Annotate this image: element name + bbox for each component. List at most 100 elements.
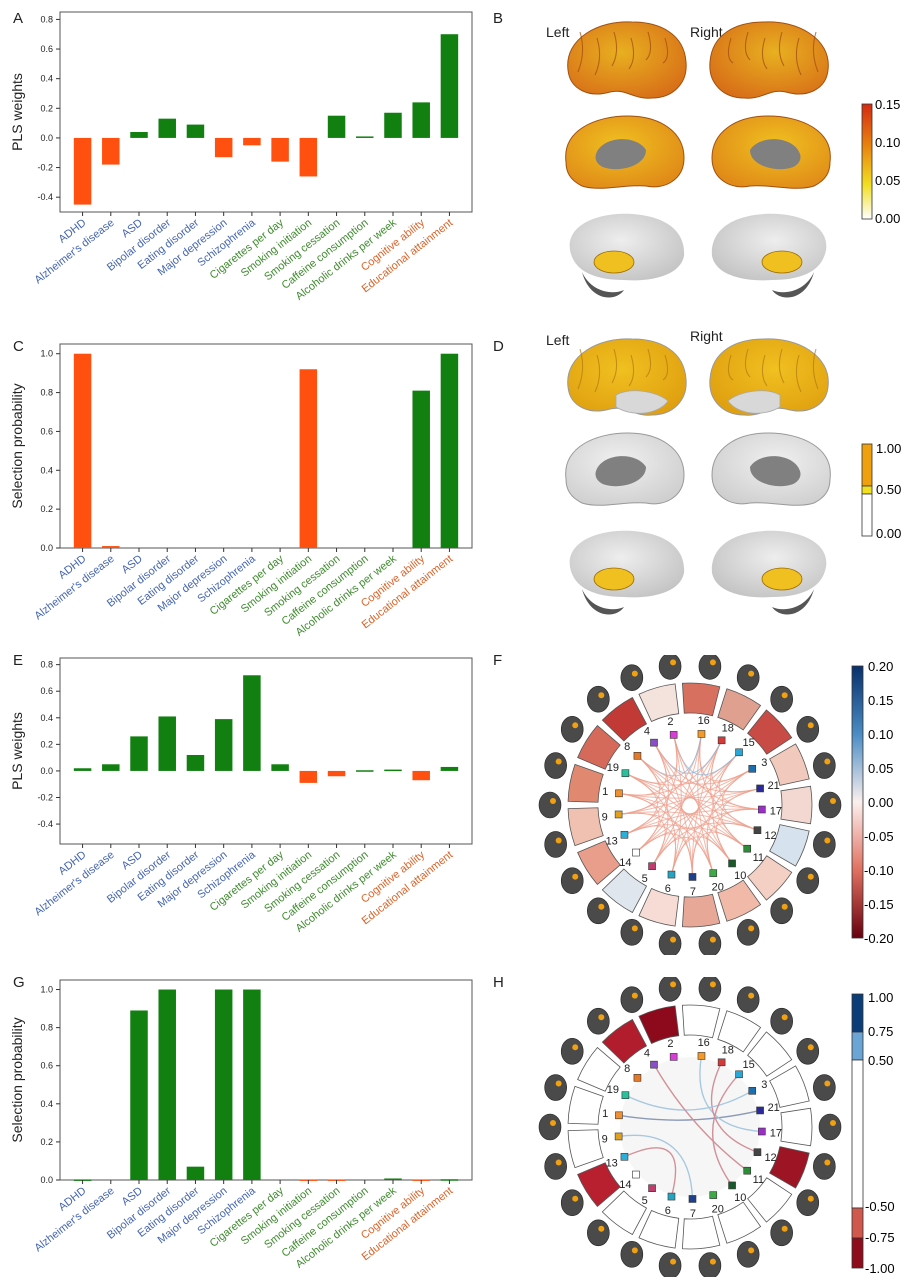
node-marker	[648, 862, 656, 870]
network-block	[780, 1107, 813, 1147]
node-label: 13	[606, 1158, 618, 1170]
colorbar-h-tick-4: -0.75	[865, 1230, 895, 1245]
brain-maps-d	[565, 338, 831, 615]
bar	[243, 137, 261, 146]
brain-thumbnail	[544, 831, 567, 858]
brain-thumbnail	[658, 977, 682, 1002]
activation-spot	[598, 903, 605, 910]
node-label: 10	[734, 870, 746, 882]
brain-thumbnail	[770, 1219, 793, 1247]
node-marker	[614, 1132, 623, 1141]
colorbar-b-tick-0: 0.15	[875, 100, 900, 112]
brain-maps-b	[565, 21, 831, 298]
bar	[243, 989, 261, 1180]
colorbar-b-tick-2: 0.05	[875, 173, 900, 188]
axes-frame	[59, 657, 473, 845]
network-block	[747, 855, 793, 901]
node-label: 9	[602, 1133, 608, 1145]
node-marker	[620, 1152, 629, 1161]
bar	[186, 124, 205, 138]
y-axis-label: Selection probability	[9, 383, 25, 508]
bar	[130, 736, 148, 771]
sulcus	[594, 354, 601, 393]
activation-spot	[572, 1195, 579, 1202]
node-label: 18	[722, 1045, 734, 1057]
brainstem	[772, 272, 814, 298]
node-marker	[688, 1195, 697, 1203]
network-block	[747, 1177, 793, 1223]
activation-spot	[748, 1247, 755, 1254]
bar	[440, 766, 459, 771]
bar	[158, 989, 176, 1180]
y-tick-label: 0.0	[40, 543, 53, 553]
axes-frame	[59, 11, 473, 213]
activation-spot	[748, 670, 755, 677]
brain-thumbnail	[770, 1007, 793, 1035]
node-label: 2	[667, 1038, 673, 1050]
brain-thumbnail	[544, 1153, 567, 1180]
sulcus	[744, 31, 751, 61]
colorbar-b-tick-1: 0.10	[875, 135, 900, 150]
activation-spot	[748, 925, 755, 932]
node-label: 19	[607, 1084, 619, 1096]
node-marker	[632, 1170, 640, 1179]
sulcus	[577, 348, 584, 390]
brain-thumbnail	[818, 791, 842, 819]
node-marker	[650, 738, 658, 747]
activation-spot	[781, 1014, 788, 1021]
brain-thumbnail	[736, 986, 760, 1013]
connection-chord	[618, 755, 661, 815]
colorbar-h: 1.00 0.75 0.50 -0.50 -0.75 -1.00	[851, 990, 895, 1276]
y-tick-label: 0.2	[40, 103, 53, 113]
node-label: 21	[768, 780, 780, 792]
node-label: 1	[602, 1108, 608, 1120]
node-label: 13	[606, 836, 618, 848]
brain-thumbnail	[813, 831, 836, 858]
bar	[440, 353, 459, 548]
activation-spot	[709, 936, 716, 943]
brain-thumbnail	[813, 1153, 836, 1180]
y-tick-label: 0.4	[40, 465, 53, 475]
node-label: 10	[734, 1192, 746, 1204]
y-tick-label: 1.0	[40, 349, 53, 359]
network-block	[780, 785, 813, 825]
network-block	[567, 1129, 604, 1169]
node-label: 7	[690, 1208, 696, 1220]
sulcus	[744, 348, 751, 378]
bar	[158, 716, 176, 771]
colorbar-h-tick-1: 0.75	[868, 1024, 893, 1039]
activation-spot	[572, 722, 579, 729]
node-label: 16	[698, 1037, 710, 1049]
y-tick-label: 0.4	[40, 713, 53, 723]
activation-spot	[748, 992, 755, 999]
y-tick-label: 0.0	[40, 1175, 53, 1185]
y-tick-label: 0.6	[40, 44, 53, 54]
brain-thumbnail	[538, 1113, 562, 1141]
network-block	[747, 709, 793, 755]
network-block	[681, 893, 721, 928]
sulcus	[812, 31, 819, 73]
connection-chord	[637, 733, 702, 777]
colorbar-f-tick-5: -0.05	[864, 829, 894, 844]
brain-thumbnail	[796, 867, 820, 894]
activation-spot	[631, 1247, 638, 1254]
node-marker	[669, 1053, 678, 1061]
network-block	[577, 1046, 621, 1092]
sulcus	[761, 354, 768, 387]
brain-thumbnail	[698, 930, 722, 955]
bar	[214, 137, 233, 158]
y-tick-label: 0.8	[40, 1023, 53, 1033]
activation-spot	[598, 1014, 605, 1021]
node-marker	[669, 731, 678, 739]
y-tick-label: 1.0	[40, 985, 53, 995]
brain-thumbnail	[796, 1189, 820, 1216]
bar	[271, 764, 289, 771]
bar	[440, 34, 459, 138]
node-marker	[728, 859, 736, 868]
bar	[271, 137, 289, 162]
node-marker	[667, 1192, 676, 1201]
